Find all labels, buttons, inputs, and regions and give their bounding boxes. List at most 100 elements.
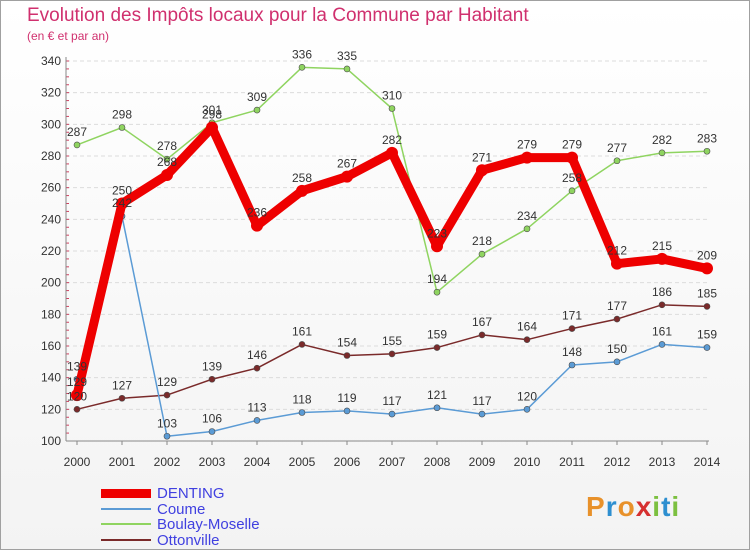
data-point-boulay-moselle [703,147,711,155]
x-tick-label: 2002 [154,455,181,469]
data-label-coume: 106 [202,412,222,426]
legend-swatch-ottonville [101,539,151,541]
data-point-coume [568,361,576,369]
data-point-coume [433,404,441,412]
data-label-coume: 242 [112,196,132,210]
y-tick-label: 200 [41,276,61,290]
data-label-boulay-moselle: 336 [292,47,312,61]
x-tick-label: 2009 [469,455,496,469]
logo-letter: P [586,491,606,522]
data-label-boulay-moselle: 283 [697,131,717,145]
data-label-boulay-moselle: 277 [607,141,627,155]
data-label-coume: 161 [652,324,672,338]
data-point-boulay-moselle [658,149,666,157]
data-label-coume: 120 [517,389,537,403]
y-tick-label: 100 [41,434,61,448]
data-point-denting [521,151,533,164]
data-label-coume: 159 [697,328,717,342]
data-point-denting [611,257,623,270]
data-point-ottonville [478,331,486,339]
data-label-denting: 271 [472,150,492,164]
data-point-boulay-moselle [298,64,306,71]
logo-letter: i [652,491,662,522]
data-label-denting: 209 [697,248,717,262]
data-label-coume: 103 [157,416,177,430]
data-point-coume [658,341,666,348]
data-label-boulay-moselle: 301 [202,103,222,117]
data-label-denting: 279 [562,138,582,152]
data-label-boulay-moselle: 298 [112,108,132,122]
data-point-denting [701,262,713,275]
data-point-denting [206,121,218,134]
data-label-denting: 223 [427,226,447,240]
data-label-ottonville: 127 [112,378,132,392]
legend-item-ottonville: Ottonville [101,532,220,549]
data-point-ottonville [343,352,351,359]
data-label-ottonville: 120 [67,389,87,403]
data-label-denting: 236 [247,206,267,220]
data-label-denting: 282 [382,133,402,147]
data-point-denting [656,252,668,265]
data-point-coume [388,410,396,418]
x-tick-label: 2000 [64,455,91,469]
data-label-denting: 212 [607,244,627,258]
legend-label-coume: Coume [157,500,206,518]
legend-item-boulay-moselle: Boulay-Moselle [101,516,260,533]
y-tick-label: 300 [41,117,61,131]
data-label-denting: 215 [652,239,672,253]
data-point-coume [208,428,216,435]
y-tick-label: 120 [41,402,61,416]
data-label-coume: 113 [247,400,266,414]
data-label-denting: 298 [202,108,222,122]
data-label-coume: 139 [67,359,87,373]
y-tick-label: 260 [41,181,61,195]
data-point-ottonville [568,325,576,332]
data-label-ottonville: 171 [562,309,582,323]
data-label-ottonville: 185 [697,286,717,300]
data-point-ottonville [118,394,126,402]
data-point-coume [343,407,351,415]
data-point-ottonville [208,375,216,383]
legend-item-denting: DENTING [101,485,225,502]
data-point-ottonville [388,350,396,358]
data-label-ottonville: 186 [652,285,672,299]
data-label-ottonville: 139 [202,359,222,373]
data-point-denting [386,146,398,159]
data-point-boulay-moselle [478,250,486,258]
logo-letter: x [635,491,653,522]
data-point-coume [703,344,711,351]
data-label-boulay-moselle: 335 [337,49,357,63]
data-point-coume [478,410,486,418]
data-point-ottonville [73,406,81,413]
data-label-ottonville: 159 [427,328,447,342]
data-label-coume: 117 [472,394,491,408]
x-tick-label: 2010 [514,455,541,469]
data-label-denting: 129 [67,375,87,389]
y-tick-label: 140 [41,371,61,385]
y-tick-label: 160 [41,339,61,353]
data-label-ottonville: 154 [337,336,357,350]
data-point-boulay-moselle [343,65,351,73]
data-point-ottonville [253,364,261,372]
x-tick-label: 2006 [334,455,361,469]
data-label-ottonville: 155 [382,334,402,348]
data-point-ottonville [523,336,531,343]
data-label-boulay-moselle: 282 [652,133,672,147]
data-label-ottonville: 167 [472,315,492,329]
data-label-boulay-moselle: 218 [472,234,492,248]
data-point-ottonville [298,341,306,348]
data-point-ottonville [433,344,441,351]
y-tick-label: 240 [41,212,61,226]
data-point-denting [341,170,353,183]
chart-subtitle: (en € et par an) [27,29,110,43]
legend-swatch-boulay-moselle [101,523,151,525]
data-point-boulay-moselle [253,106,261,114]
data-label-denting: 279 [517,138,537,152]
data-point-coume [163,432,171,440]
data-point-boulay-moselle [433,288,441,296]
data-point-coume [298,409,306,416]
data-label-denting: 267 [337,157,357,171]
data-label-boulay-moselle: 310 [382,89,402,103]
logo-letter: r [605,491,618,522]
